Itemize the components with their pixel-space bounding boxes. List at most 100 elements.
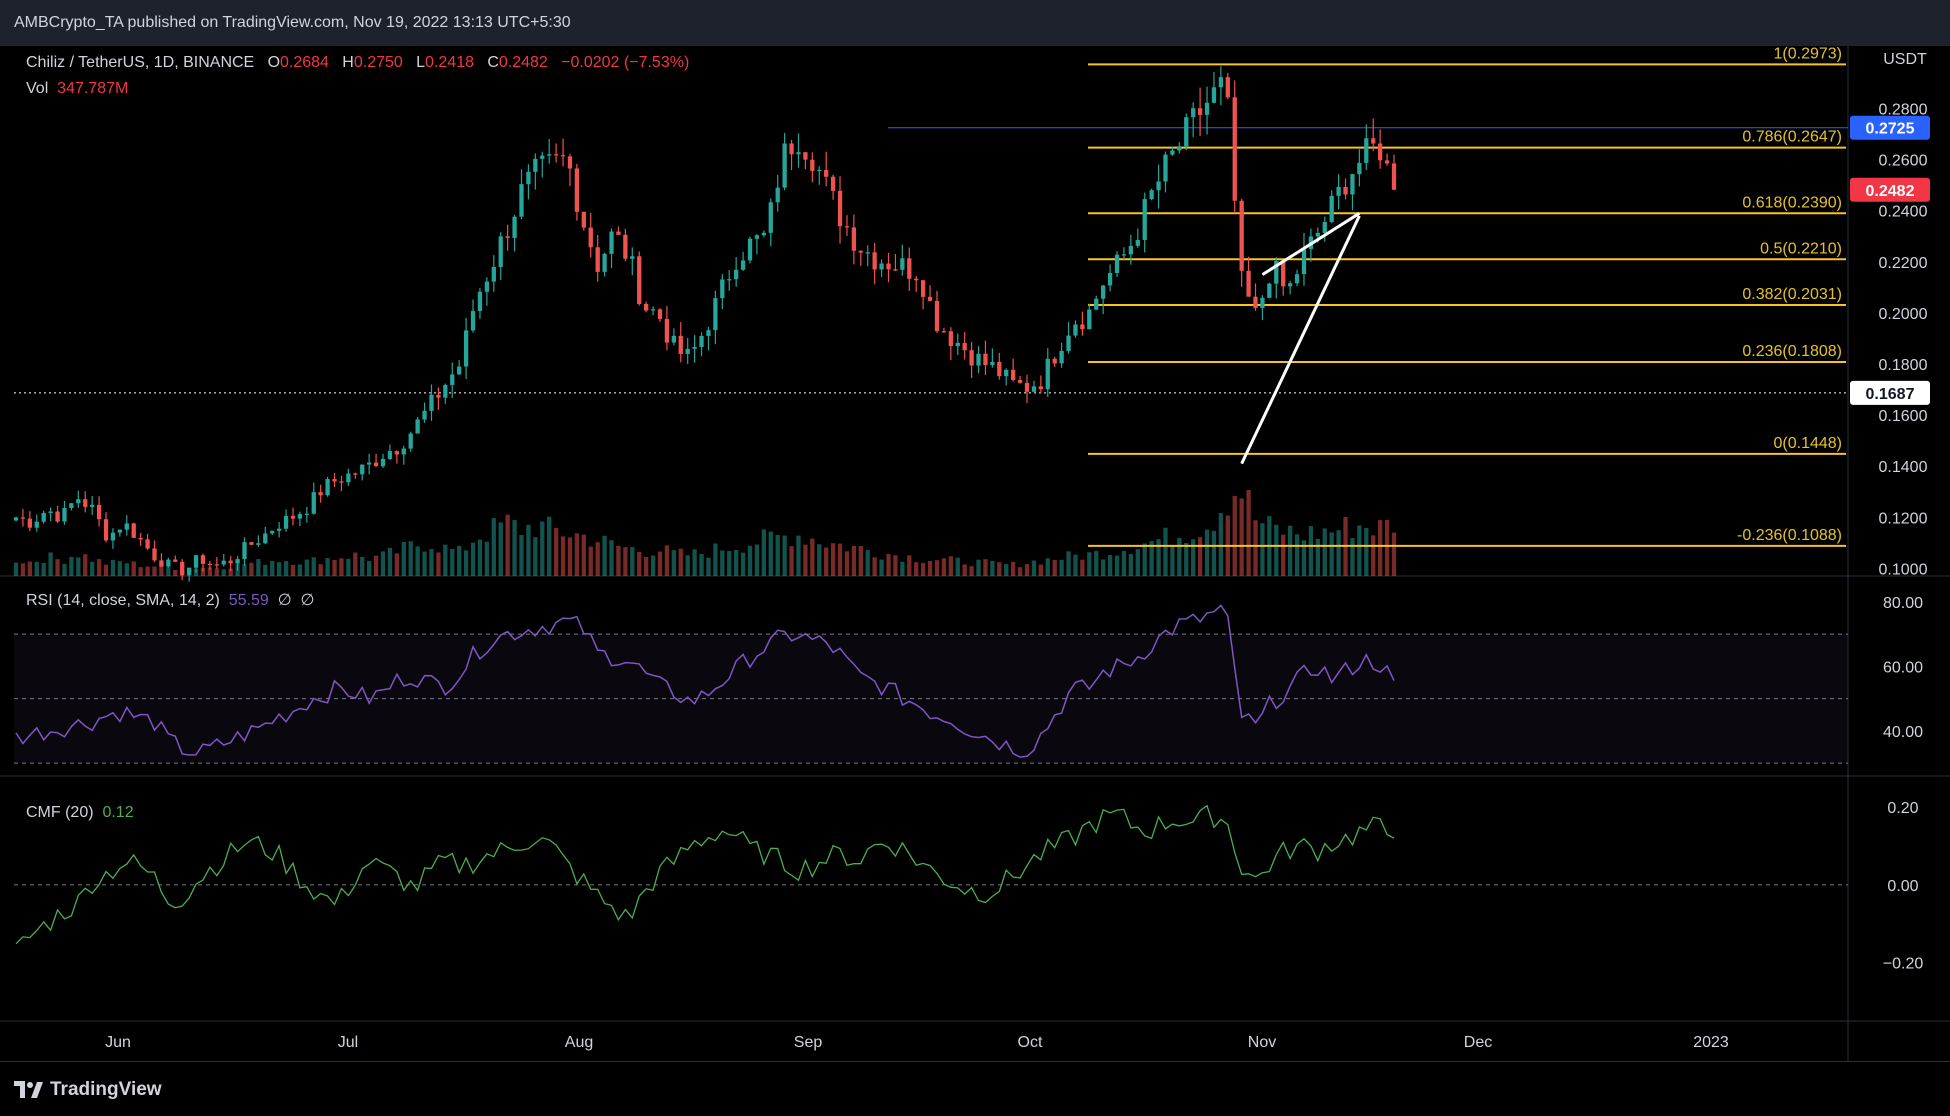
volume-bar [1052,559,1057,576]
chart-area[interactable]: 1(0.2973) 0.786(0.2647) 0.618(0.2390) 0.5(0… [0,46,1950,1061]
candle-body [547,154,552,156]
candle-body [671,335,676,343]
candle-body [276,528,282,531]
candle-body [727,279,732,281]
candle-body [429,394,434,411]
candle-body [505,236,510,238]
volume-bar [1315,538,1320,576]
volume-bar [685,555,690,576]
volume-bar [457,545,462,576]
volume-bar [1101,559,1106,576]
volume-bar [1080,559,1085,576]
candle-body [484,281,490,292]
price-tick-label: 0.1600 [1879,408,1928,425]
candle-body [630,256,635,259]
candle-body [699,335,704,347]
candle-body [166,559,171,567]
candle-body [844,226,850,228]
volume-bar [1017,567,1023,576]
candle-body [249,542,254,545]
volume-bar [484,541,490,576]
candle-body [796,152,801,155]
candle-body [1384,160,1390,164]
low-label: L [416,54,426,71]
volume-bar [609,540,614,576]
open-value: 0.2684 [280,54,329,71]
volume-bar [844,551,850,576]
cmf-legend: CMF (20) 0.12 [26,804,134,822]
volume-bar [824,547,829,576]
volume-bar [270,560,275,576]
volume-bar [1329,532,1334,576]
wedge-upper-trendline [1261,212,1361,276]
time-tick-label: Nov [1248,1034,1276,1051]
symbol-label: Chiliz / TetherUS, 1D, BINANCE [26,54,255,71]
volume-bar [768,531,773,576]
volume-bar [1287,525,1293,576]
candle-body [1080,324,1085,330]
volume-bar [152,566,157,576]
candle-body [1239,200,1244,271]
candle-body [242,542,247,560]
candle-body [180,561,185,575]
price-tick-label: 0.1400 [1879,459,1928,476]
candle-body [837,190,843,227]
volume-bar [740,552,746,576]
candle-body [443,384,448,398]
volume-bar [519,535,524,576]
candle-body [360,464,365,475]
volume-bar [706,557,711,576]
candle-body [1149,190,1154,200]
candle-body [214,564,219,566]
volume-bar [595,542,600,576]
candle-body [754,235,760,239]
volume-bar [228,568,233,576]
volume-bar [588,546,593,576]
fib-level-label: -0.236(0.1088) [1737,527,1842,544]
volume-bar [83,554,88,576]
volume-bar [547,516,552,576]
volume-bar [69,556,74,576]
volume-bar [96,559,102,576]
volume-bar [1246,490,1251,576]
candle-body [498,236,503,267]
cmf-label: CMF (20) [26,804,94,821]
volume-bar [713,543,718,576]
volume-bar [574,533,580,576]
volume-bar [734,550,739,576]
volume-bar [263,564,268,576]
volume-bar [664,545,670,576]
fib-level-label: 0.382(0.2031) [1742,286,1842,303]
price-badge [1850,115,1930,140]
candle-body [650,309,656,311]
candle-body [706,330,711,336]
time-tick-label: Dec [1464,1034,1492,1051]
volume-bar [761,529,767,576]
volume-bar [1170,545,1175,576]
candle-body [540,155,545,159]
candle-body [934,300,940,332]
candle-body [256,543,261,545]
candle-body [851,227,857,251]
volume-bar [27,561,32,576]
candle-body [1294,274,1300,284]
tradingview-logo[interactable]: TradingView [14,1079,162,1101]
fib-level-label: 0(0.1448) [1774,435,1843,452]
volume-legend: Vol 347.787M [26,80,128,98]
volume-bar [166,567,171,576]
candle-body [387,451,393,459]
volume-bar [1350,538,1355,576]
candle-body [193,555,199,568]
candle-body [761,232,767,236]
chart-canvas[interactable]: 1(0.2973) 0.786(0.2647) 0.618(0.2390) 0.5(0… [0,46,1950,1061]
volume-bar [782,535,787,576]
candle-body [1267,283,1272,298]
volume-bar [512,520,517,576]
candle-body [27,518,32,528]
volume-bar [276,562,282,576]
candle-body [477,291,483,312]
price-tick-label: 0.2200 [1879,255,1928,272]
volume-bar [13,562,19,576]
candle-body [491,266,496,282]
candle-body [1073,324,1078,336]
